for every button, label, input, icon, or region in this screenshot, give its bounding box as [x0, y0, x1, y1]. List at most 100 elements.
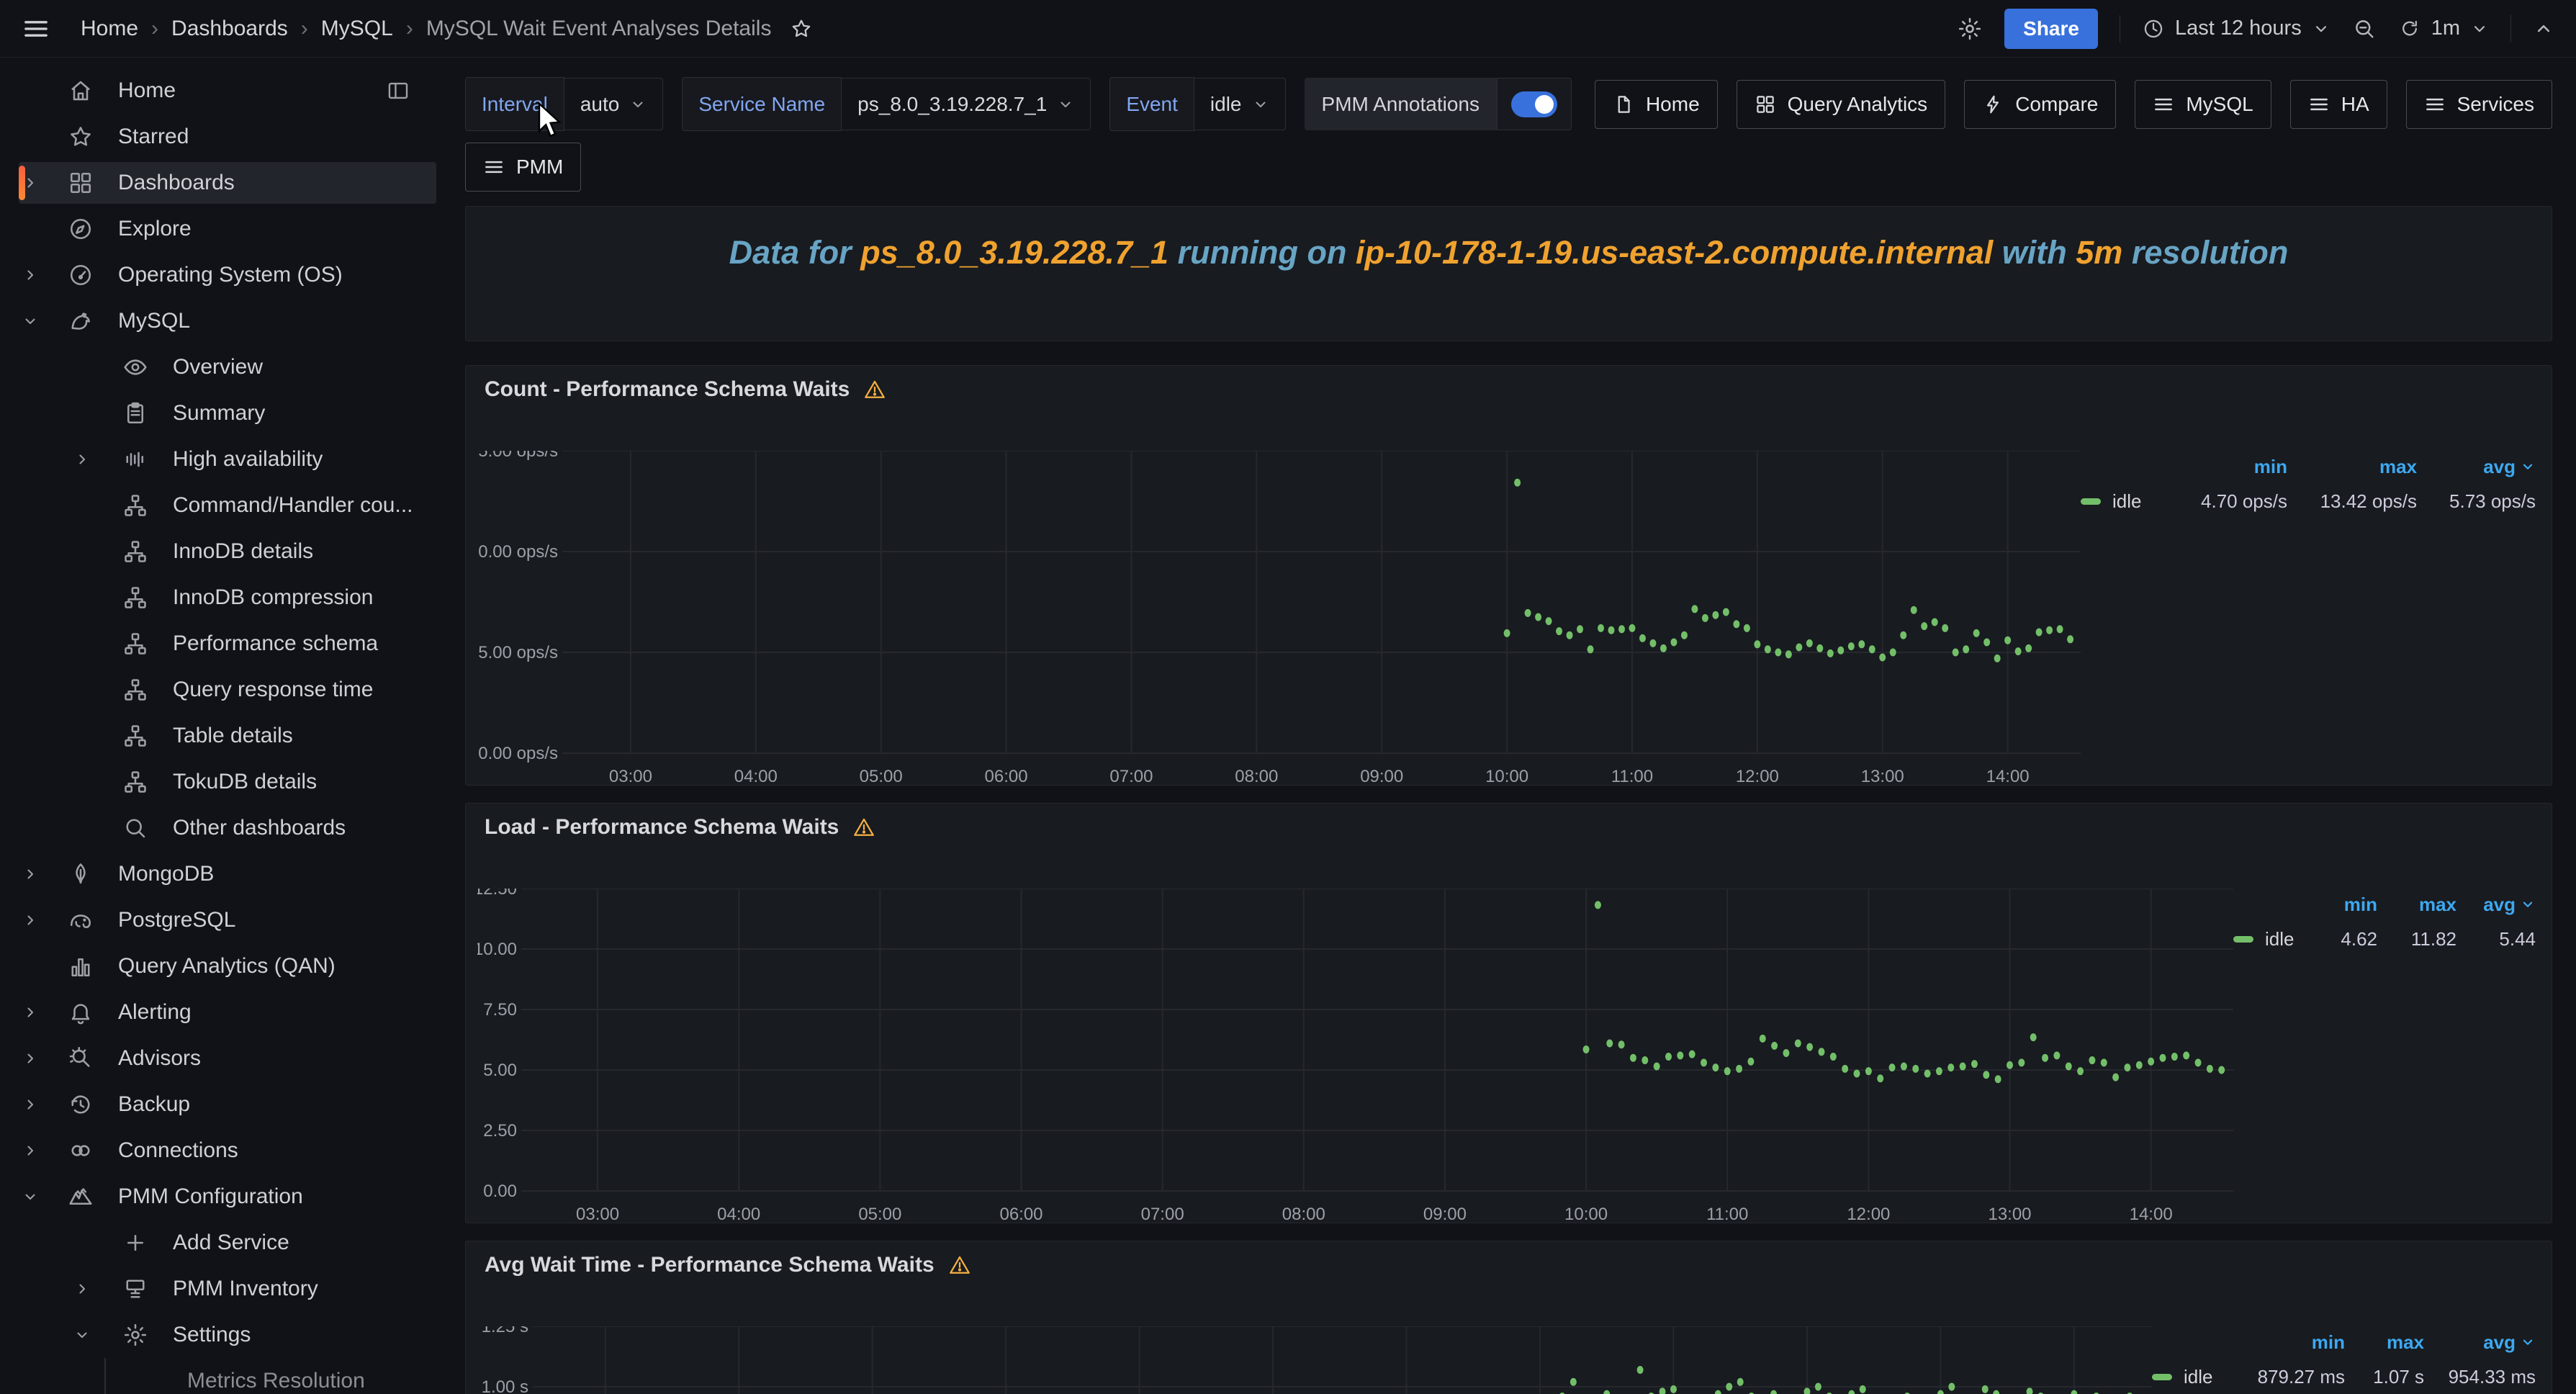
menu-icon[interactable] [22, 14, 50, 43]
sidebar-item-query-analytics-qan[interactable]: Query Analytics (QAN) [0, 943, 455, 989]
warning-icon[interactable] [863, 377, 887, 402]
sidebar-item-add-service[interactable]: Add Service [0, 1220, 455, 1266]
compare-link-button[interactable]: Compare [1964, 79, 2117, 129]
chevron-down-icon[interactable] [22, 312, 39, 330]
favorite-star-icon[interactable] [790, 17, 813, 40]
panel-collapse-icon[interactable] [386, 78, 410, 103]
legend-series-idle[interactable]: idle [2152, 1366, 2223, 1388]
sidebar-item-performance-schema[interactable]: Performance schema [0, 621, 455, 667]
pmm-menu-button[interactable]: PMM [465, 143, 582, 192]
event-variable-label[interactable]: Event [1109, 77, 1194, 131]
breadcrumb-item-mysql-wait-event-analyses-details[interactable]: MySQL Wait Event Analyses Details [425, 16, 772, 40]
sidebar-item-starred[interactable]: Starred [0, 114, 455, 160]
chevron-right-icon[interactable] [22, 266, 39, 284]
legend-sort-max[interactable]: max [2418, 893, 2456, 915]
legend-sort-min[interactable]: min [2253, 455, 2287, 477]
zoom-out-icon[interactable] [2352, 17, 2377, 41]
sidebar-item-backup[interactable]: Backup [0, 1082, 455, 1128]
sidebar-item-tokudb-details[interactable]: TokuDB details [0, 759, 455, 805]
breadcrumb-item-home[interactable]: Home [81, 16, 139, 40]
legend-sort-min[interactable]: min [2343, 893, 2377, 915]
sidebar-item-innodb-details[interactable]: InnoDB details [0, 529, 455, 575]
service-name-variable-label[interactable]: Service Name [682, 77, 842, 131]
chevron-down-icon[interactable] [73, 1326, 91, 1344]
legend-sort-max[interactable]: max [2379, 455, 2417, 477]
panel-title[interactable]: Count - Performance Schema Waits [485, 377, 850, 401]
interval-variable-value[interactable]: auto [564, 78, 664, 130]
sidebar-item-pmm-configuration[interactable]: PMM Configuration [0, 1174, 455, 1220]
sidebar-item-mysql[interactable]: MySQL [0, 298, 455, 344]
chevron-right-icon[interactable] [73, 1280, 91, 1298]
count-chart[interactable]: 0.00 ops/s 5.00 ops/s 10.00 ops/s 15.00 ops… [469, 441, 2081, 786]
home-link-button[interactable]: Home [1594, 79, 1718, 129]
warning-icon[interactable] [863, 377, 887, 402]
panel-header[interactable]: Load - Performance Schema Waits [477, 804, 2540, 851]
chevron-down-icon[interactable] [22, 1188, 39, 1205]
mysql-link-button[interactable]: MySQL [2135, 79, 2271, 129]
chevron-right-icon[interactable] [22, 912, 39, 929]
sidebar-item-pmm-inventory[interactable]: PMM Inventory [0, 1266, 455, 1312]
sidebar-item-operating-system-os[interactable]: Operating System (OS) [0, 252, 455, 298]
sidebar-item-alerting[interactable]: Alerting [0, 989, 455, 1035]
pmm-annotations-toggle[interactable] [1496, 78, 1572, 130]
menu-icon[interactable] [22, 14, 50, 43]
sidebar-item-mongodb[interactable]: MongoDB [0, 851, 455, 897]
panel-header[interactable]: Avg Wait Time - Performance Schema Waits [477, 1241, 2540, 1289]
sidebar-item-other-dashboards[interactable]: Other dashboards [0, 805, 455, 851]
load-chart[interactable]: 0.00 2.50 5.00 7.50 10.00 12.50 03:00 04:00 05:0… [474, 879, 2233, 1223]
sidebar-item-settings[interactable]: Settings [0, 1312, 455, 1358]
chevron-right-icon[interactable] [22, 865, 39, 883]
legend-sort-max[interactable]: max [2386, 1331, 2424, 1353]
warning-icon[interactable] [852, 815, 876, 840]
chevron-right-icon[interactable] [22, 1004, 39, 1021]
sidebar-item-metrics-resolution[interactable]: Metrics Resolution [0, 1358, 455, 1394]
chevron-right-icon[interactable] [22, 1050, 39, 1067]
sidebar-item-dashboards[interactable]: Dashboards [0, 160, 455, 206]
warning-icon[interactable] [852, 815, 876, 840]
ha-link-button[interactable]: HA [2289, 79, 2387, 129]
load-performance-schema-waits-plot[interactable]: 0.00 2.50 5.00 7.50 10.00 12.50 03:00 04:00 05:0… [474, 879, 2233, 1223]
legend-sort-avg[interactable]: avg [2424, 1331, 2536, 1354]
avg-wait-time-performance-schema-waits-plot[interactable]: 1.00 s1.25 s03:0004:0005:0006:0007:0008:… [477, 1317, 2152, 1394]
query-analytics-link-button[interactable]: Query Analytics [1736, 79, 1946, 129]
breadcrumb-item-dashboards[interactable]: Dashboards [171, 16, 288, 40]
sidebar-item-postgresql[interactable]: PostgreSQL [0, 897, 455, 943]
chevron-right-icon[interactable] [22, 1142, 39, 1159]
service-name-variable-value[interactable]: ps_8.0_3.19.228.7_1 [842, 78, 1091, 130]
chevron-right-icon[interactable] [22, 1096, 39, 1113]
sidebar-item-explore[interactable]: Explore [0, 206, 455, 252]
legend-sort-min[interactable]: min [2311, 1331, 2345, 1353]
refresh-picker[interactable]: 1m [2398, 17, 2489, 40]
legend-series-idle[interactable]: idle [2233, 928, 2305, 950]
services-link-button[interactable]: Services [2405, 79, 2552, 129]
sidebar-item-home[interactable]: Home [0, 68, 455, 114]
sidebar-item-command-handler-cou[interactable]: Command/Handler cou... [0, 482, 455, 529]
gear-icon[interactable] [1957, 16, 1983, 42]
warning-icon[interactable] [947, 1253, 972, 1277]
sidebar-item-high-availability[interactable]: High availability [0, 436, 455, 482]
sidebar-item-table-details[interactable]: Table details [0, 713, 455, 759]
sidebar-item-query-response-time[interactable]: Query response time [0, 667, 455, 713]
panel-header[interactable]: Count - Performance Schema Waits [477, 366, 2540, 413]
event-variable-value[interactable]: idle [1194, 78, 1286, 130]
panel-title[interactable]: Avg Wait Time - Performance Schema Waits [485, 1253, 935, 1277]
legend-sort-avg[interactable]: avg [2456, 894, 2536, 916]
dashboard-settings-gear-icon[interactable] [1957, 16, 1983, 42]
count-performance-schema-waits-plot[interactable]: 0.00 ops/s 5.00 ops/s 10.00 ops/s 15.00 ops… [469, 441, 2081, 786]
chevron-right-icon[interactable] [22, 174, 39, 192]
sidebar-item-connections[interactable]: Connections [0, 1128, 455, 1174]
legend-sort-avg[interactable]: avg [2417, 456, 2536, 478]
share-button[interactable]: Share [2004, 8, 2098, 49]
sidebar-item-innodb-compression[interactable]: InnoDB compression [0, 575, 455, 621]
panel-title[interactable]: Load - Performance Schema Waits [485, 815, 839, 839]
sidebar-item-advisors[interactable]: Advisors [0, 1035, 455, 1082]
sidebar-item-overview[interactable]: Overview [0, 344, 455, 390]
legend-series-idle[interactable]: idle [2081, 490, 2165, 513]
chevron-right-icon[interactable] [73, 451, 91, 468]
collapse-caret-up-icon[interactable] [2533, 18, 2554, 40]
warning-icon[interactable] [947, 1253, 972, 1277]
interval-variable-label[interactable]: Interval [465, 77, 564, 131]
breadcrumb-item-mysql[interactable]: MySQL [320, 16, 393, 40]
sidebar-item-summary[interactable]: Summary [0, 390, 455, 436]
time-range-picker[interactable]: Last 12 hours [2142, 17, 2330, 40]
